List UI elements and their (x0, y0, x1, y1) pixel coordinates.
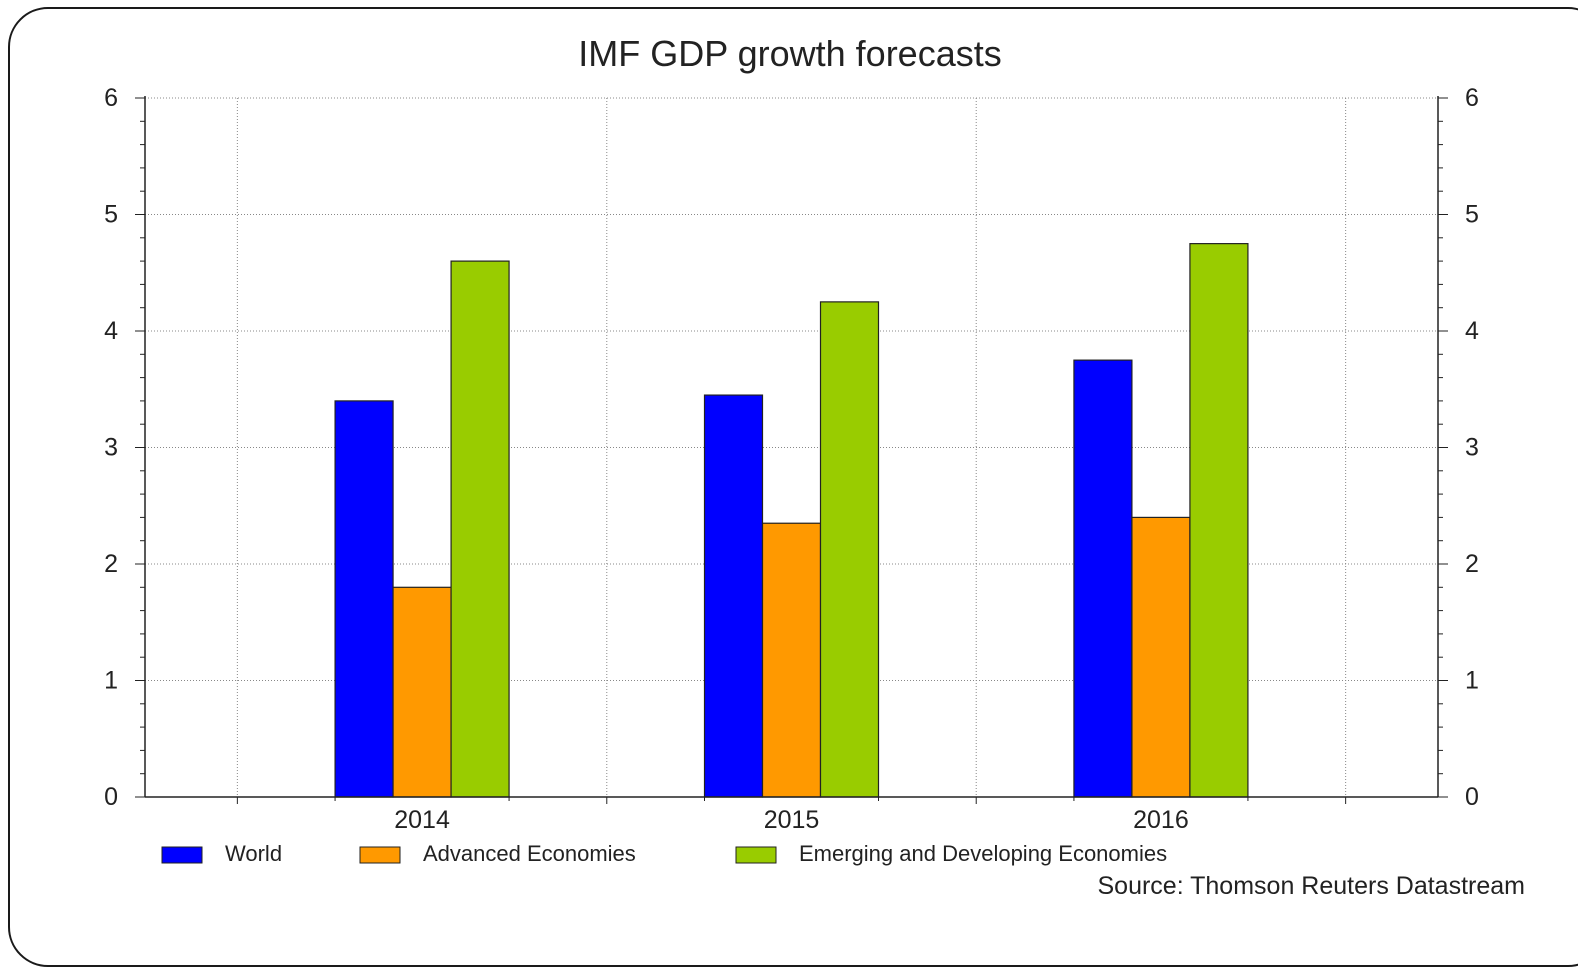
bar-world (1073, 359, 1133, 798)
y-tick-label-right: 5 (1465, 201, 1479, 229)
y-tick-label-left: 0 (104, 783, 118, 811)
legend-label: World (225, 841, 282, 866)
y-tick-label-left: 2 (104, 550, 118, 578)
y-tick-label-left: 6 (104, 84, 118, 112)
y-tick-label-right: 0 (1465, 783, 1479, 811)
bar-world (334, 400, 394, 798)
y-tick-label-right: 3 (1465, 434, 1479, 462)
y-tick-label-left: 5 (104, 201, 118, 229)
source-note: Source: Thomson Reuters Datastream (1097, 872, 1525, 900)
legend-label: Advanced Economies (423, 841, 636, 866)
y-tick-label-right: 1 (1465, 667, 1479, 695)
y-tick-label-left: 4 (104, 317, 118, 345)
bar-chart: IMF GDP growth forecasts 0 0 1 1 2 2 3 3 4 4 5 5 6 6 2… (104, 33, 1525, 900)
y-tick-label-right: 2 (1465, 550, 1479, 578)
chart-title: IMF GDP growth forecasts (578, 33, 1001, 74)
y-tick-label-left: 1 (104, 667, 118, 695)
x-tick-label: 2015 (764, 806, 820, 834)
bar-emerging-developing-economies (819, 301, 880, 798)
legend-swatch (161, 846, 203, 864)
bar-world (703, 394, 764, 798)
y-tick-label-left: 3 (104, 434, 118, 462)
bar-advanced-economies (392, 586, 452, 798)
bar-advanced-economies (1131, 516, 1191, 798)
x-tick-label: 2014 (394, 806, 450, 834)
bar-emerging-developing-economies (1189, 243, 1249, 798)
bar-emerging-developing-economies (450, 260, 510, 798)
y-tick-label-right: 4 (1465, 317, 1479, 345)
legend-swatch (735, 846, 777, 864)
x-tick-label: 2016 (1133, 806, 1189, 834)
bar-advanced-economies (761, 522, 822, 798)
plot-area: 0 0 1 1 2 2 3 3 4 4 5 5 6 6 2014 2015 2016 World Advanced … (104, 84, 1479, 866)
legend-swatch (359, 846, 401, 864)
y-tick-label-right: 6 (1465, 84, 1479, 112)
legend-label: Emerging and Developing Economies (799, 841, 1167, 866)
